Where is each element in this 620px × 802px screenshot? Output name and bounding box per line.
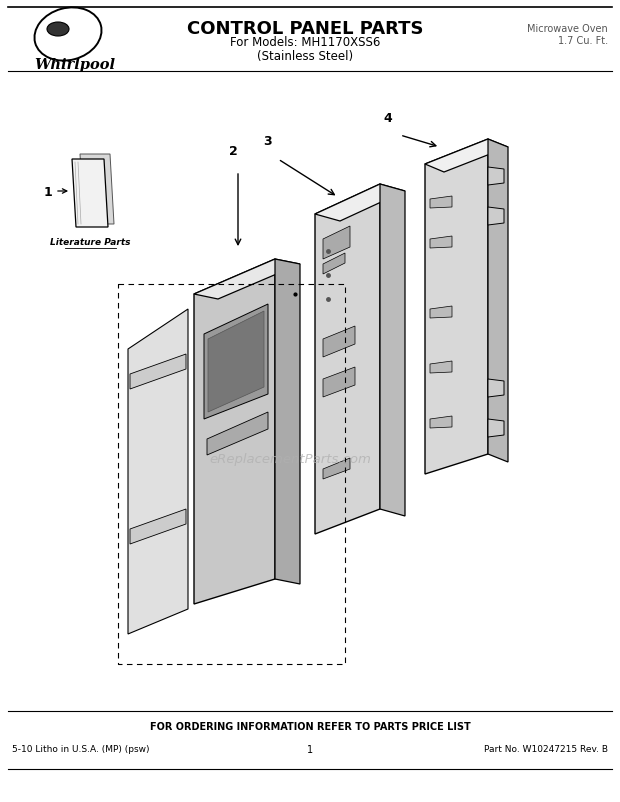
Text: Part No. W10247215 Rev. B: Part No. W10247215 Rev. B — [484, 744, 608, 753]
Polygon shape — [430, 237, 452, 249]
Text: Literature Parts: Literature Parts — [50, 237, 130, 247]
Polygon shape — [80, 155, 114, 225]
Polygon shape — [128, 310, 188, 634]
Text: 1: 1 — [307, 744, 313, 754]
Polygon shape — [488, 419, 504, 437]
Text: 4: 4 — [384, 111, 392, 125]
Text: Microwave Oven: Microwave Oven — [527, 24, 608, 34]
Polygon shape — [207, 412, 268, 456]
Text: FOR ORDERING INFORMATION REFER TO PARTS PRICE LIST: FOR ORDERING INFORMATION REFER TO PARTS … — [149, 721, 471, 731]
Text: eReplacementParts.com: eReplacementParts.com — [209, 453, 371, 466]
Polygon shape — [430, 362, 452, 374]
Polygon shape — [425, 140, 488, 475]
Polygon shape — [430, 196, 452, 209]
Polygon shape — [194, 260, 300, 300]
Polygon shape — [323, 227, 350, 260]
Polygon shape — [204, 305, 268, 419]
Polygon shape — [380, 184, 405, 516]
Text: 5-10 Litho in U.S.A. (MP) (psw): 5-10 Litho in U.S.A. (MP) (psw) — [12, 744, 149, 753]
Polygon shape — [130, 354, 186, 390]
Text: 1: 1 — [43, 185, 52, 198]
Polygon shape — [315, 184, 380, 534]
Text: Whirlpool: Whirlpool — [35, 58, 115, 72]
Polygon shape — [488, 140, 508, 463]
Polygon shape — [430, 416, 452, 428]
Polygon shape — [275, 260, 300, 585]
Text: (Stainless Steel): (Stainless Steel) — [257, 50, 353, 63]
Polygon shape — [130, 509, 186, 545]
Polygon shape — [72, 160, 108, 228]
Polygon shape — [425, 140, 508, 172]
Text: 3: 3 — [264, 135, 272, 148]
Polygon shape — [488, 168, 504, 186]
Polygon shape — [323, 253, 345, 274]
Polygon shape — [323, 459, 350, 480]
Polygon shape — [323, 326, 355, 358]
Polygon shape — [315, 184, 405, 221]
Ellipse shape — [47, 23, 69, 37]
Text: CONTROL PANEL PARTS: CONTROL PANEL PARTS — [187, 20, 423, 38]
Text: 1.7 Cu. Ft.: 1.7 Cu. Ft. — [558, 36, 608, 46]
Polygon shape — [208, 312, 264, 412]
Polygon shape — [488, 208, 504, 225]
Polygon shape — [194, 260, 275, 604]
Polygon shape — [488, 379, 504, 398]
Text: For Models: MH1170XSS6: For Models: MH1170XSS6 — [230, 36, 380, 49]
Polygon shape — [323, 367, 355, 398]
Polygon shape — [430, 306, 452, 318]
Text: 2: 2 — [229, 145, 237, 158]
